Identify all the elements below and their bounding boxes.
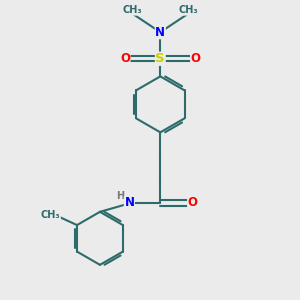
Text: CH₃: CH₃ — [122, 5, 142, 15]
Text: O: O — [188, 196, 198, 209]
Text: CH₃: CH₃ — [178, 5, 198, 15]
Text: O: O — [120, 52, 130, 65]
Text: O: O — [190, 52, 201, 65]
Text: N: N — [155, 26, 165, 39]
Text: H: H — [116, 190, 124, 201]
Text: S: S — [155, 52, 165, 65]
Text: N: N — [124, 196, 134, 209]
Text: CH₃: CH₃ — [41, 210, 60, 220]
